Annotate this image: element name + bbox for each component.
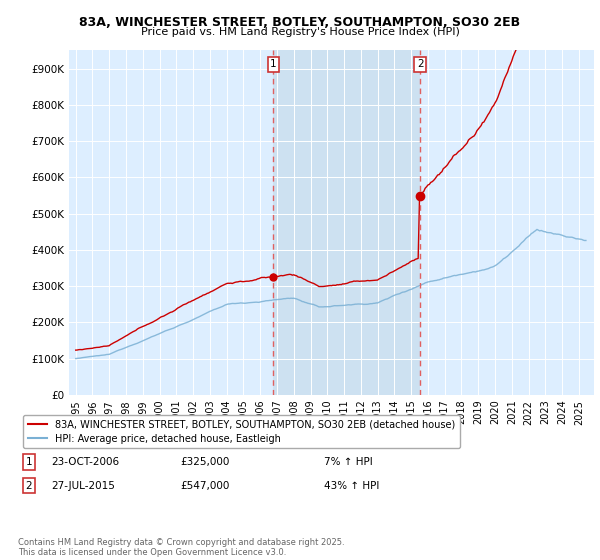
Text: Price paid vs. HM Land Registry's House Price Index (HPI): Price paid vs. HM Land Registry's House … <box>140 27 460 37</box>
Text: 27-JUL-2015: 27-JUL-2015 <box>51 480 115 491</box>
Text: 83A, WINCHESTER STREET, BOTLEY, SOUTHAMPTON, SO30 2EB: 83A, WINCHESTER STREET, BOTLEY, SOUTHAMP… <box>79 16 521 29</box>
Text: 7% ↑ HPI: 7% ↑ HPI <box>324 457 373 467</box>
Bar <box>274 50 420 395</box>
Text: Contains HM Land Registry data © Crown copyright and database right 2025.
This d: Contains HM Land Registry data © Crown c… <box>18 538 344 557</box>
Text: £325,000: £325,000 <box>180 457 229 467</box>
Text: 1: 1 <box>25 457 32 467</box>
Text: 2: 2 <box>25 480 32 491</box>
Text: £547,000: £547,000 <box>180 480 229 491</box>
Text: 1: 1 <box>270 59 277 69</box>
Text: 43% ↑ HPI: 43% ↑ HPI <box>324 480 379 491</box>
Text: 23-OCT-2006: 23-OCT-2006 <box>51 457 119 467</box>
Legend: 83A, WINCHESTER STREET, BOTLEY, SOUTHAMPTON, SO30 2EB (detached house), HPI: Ave: 83A, WINCHESTER STREET, BOTLEY, SOUTHAMP… <box>23 415 460 449</box>
Text: 2: 2 <box>417 59 424 69</box>
